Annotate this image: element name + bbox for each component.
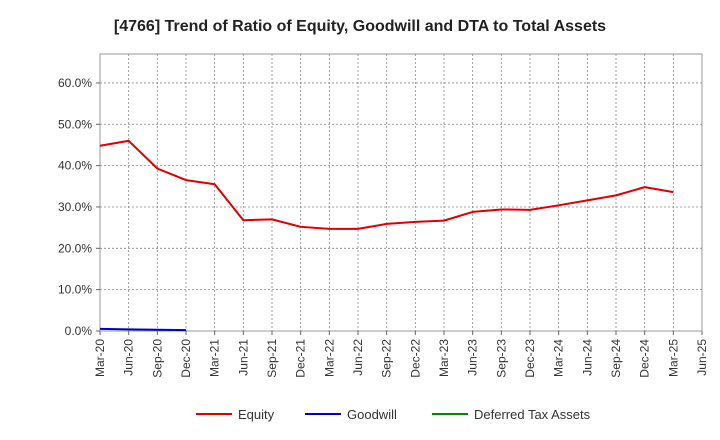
plot-frame (99, 53, 703, 332)
x-tick-label: Dec-20 (179, 339, 193, 378)
series-line-goodwill (99, 327, 187, 332)
x-tick-label: Dec-21 (294, 339, 308, 378)
x-tick-label: Dec-24 (638, 339, 652, 378)
y-tick-label: 10.0% (58, 283, 92, 297)
x-tick-label: Sep-21 (265, 339, 279, 378)
x-tick-label: Mar-21 (208, 339, 222, 377)
x-tick-label: Mar-22 (322, 339, 336, 377)
y-axis: 0.0% 10.0% 20.0% 30.0% 40.0% 50.0% 60.0% (58, 76, 100, 338)
x-tick-label: Dec-23 (523, 339, 537, 378)
y-tick-label: 30.0% (58, 200, 92, 214)
legend-label-deferred-tax-assets: Deferred Tax Assets (474, 407, 591, 422)
chart-title: [4766] Trend of Ratio of Equity, Goodwil… (114, 18, 606, 35)
y-tick-label: 20.0% (58, 241, 92, 255)
x-tick-label: Jun-20 (122, 339, 136, 376)
y-tick-label: 0.0% (65, 324, 93, 338)
x-tick-label: Mar-20 (93, 339, 107, 377)
legend: Equity Goodwill Deferred Tax Assets (196, 407, 591, 422)
y-tick-label: 60.0% (58, 76, 92, 90)
grid-lines (100, 54, 702, 331)
x-tick-label: Sep-23 (494, 339, 508, 378)
x-tick-label: Jun-21 (236, 339, 250, 376)
x-tick-label: Sep-20 (150, 339, 164, 378)
legend-label-goodwill: Goodwill (347, 407, 397, 422)
x-tick-label: Jun-23 (466, 339, 480, 376)
x-axis: Mar-20 Jun-20 Sep-20 Dec-20 Mar-21 Jun-21 Sep-… (93, 331, 709, 378)
x-tick-label: Dec-22 (408, 339, 422, 378)
series-lines (99, 139, 674, 332)
legend-label-equity: Equity (238, 407, 275, 422)
x-tick-label: Sep-22 (380, 339, 394, 378)
x-tick-label: Sep-24 (609, 339, 623, 378)
x-tick-label: Mar-25 (666, 339, 680, 377)
series-line-equity (99, 139, 674, 230)
plot-area (99, 53, 703, 332)
y-tick-label: 40.0% (58, 159, 92, 173)
x-tick-label: Mar-24 (552, 339, 566, 377)
y-tick-label: 50.0% (58, 117, 92, 131)
x-tick-label: Mar-23 (437, 339, 451, 377)
x-tick-label: Jun-22 (351, 339, 365, 376)
x-tick-label: Jun-25 (695, 339, 709, 376)
x-tick-label: Jun-24 (580, 339, 594, 376)
